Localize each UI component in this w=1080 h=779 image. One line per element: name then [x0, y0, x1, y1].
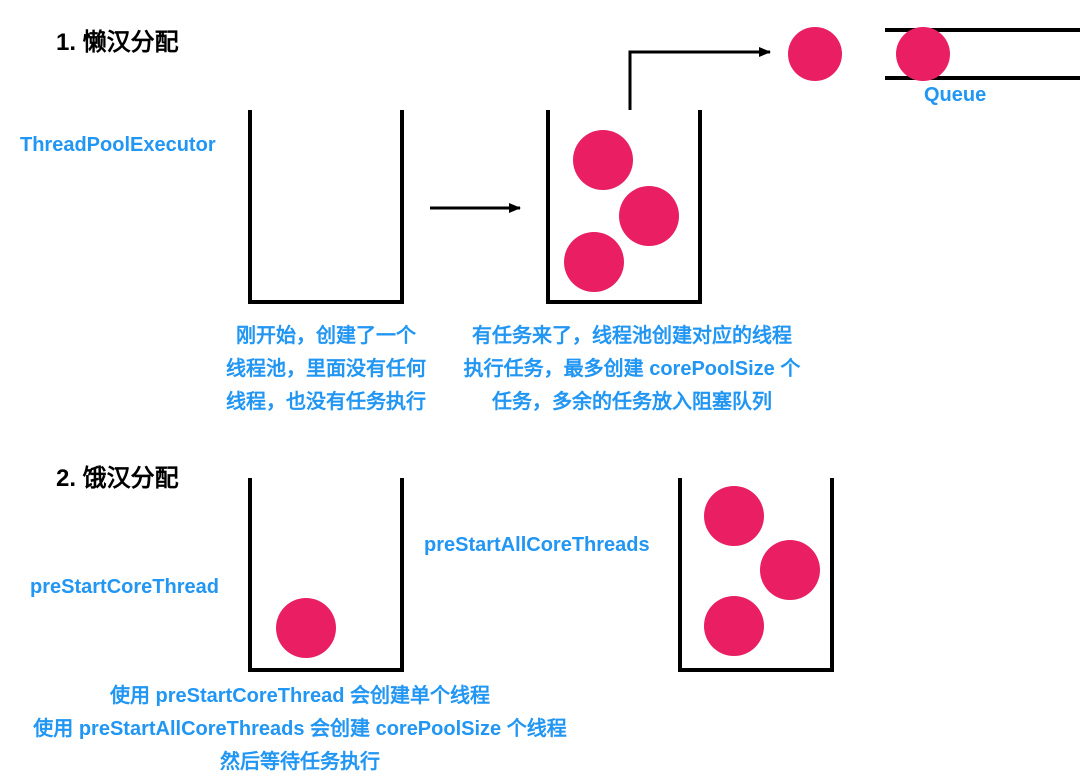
section1-title: 1. 懒汉分配: [56, 22, 179, 57]
label-queue: Queue: [924, 84, 986, 107]
section2-all-ball-2: [704, 596, 764, 656]
caption-line: 线程池，里面没有任何: [210, 353, 442, 386]
section1-caption-right: 有任务来了，线程池创建对应的线程 执行任务，最多创建 corePoolSize …: [452, 320, 812, 419]
caption-line: 任务，多余的任务放入阻塞队列: [452, 386, 812, 419]
caption-line: 使用 preStartCoreThread 会创建单个线程: [20, 680, 580, 713]
section2-caption: 使用 preStartCoreThread 会创建单个线程 使用 preStar…: [20, 680, 580, 779]
section1-container-empty: [250, 110, 402, 302]
label-prestartallcorethreads: preStartAllCoreThreads: [424, 534, 650, 557]
caption-line: 刚开始，创建了一个: [210, 320, 442, 353]
label-threadpoolexecutor: ThreadPoolExecutor: [20, 134, 216, 157]
caption-line: 线程，也没有任务执行: [210, 386, 442, 419]
arrow-to-queue: [630, 52, 770, 110]
section1-task-ball-0: [573, 130, 633, 190]
section2-all-ball-1: [760, 540, 820, 600]
queue-incoming-ball: [788, 27, 842, 81]
queue-inside-ball: [896, 27, 950, 81]
label-prestartcorethread: preStartCoreThread: [30, 576, 219, 599]
caption-line: 使用 preStartAllCoreThreads 会创建 corePoolSi…: [20, 713, 580, 746]
caption-line: 有任务来了，线程池创建对应的线程: [452, 320, 812, 353]
section2-all-ball-0: [704, 486, 764, 546]
section2-title: 2. 饿汉分配: [56, 458, 179, 493]
section1-task-ball-1: [619, 186, 679, 246]
section1-caption-left: 刚开始，创建了一个 线程池，里面没有任何 线程，也没有任务执行: [210, 320, 442, 419]
section2-single-ball-0: [276, 598, 336, 658]
caption-line: 执行任务，最多创建 corePoolSize 个: [452, 353, 812, 386]
caption-line: 然后等待任务执行: [20, 746, 580, 779]
section1-task-ball-2: [564, 232, 624, 292]
